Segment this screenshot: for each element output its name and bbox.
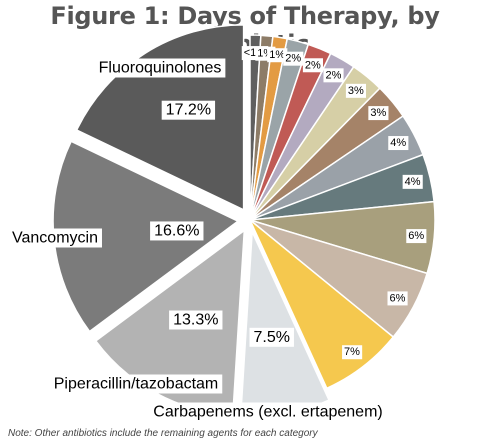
slice-value-label: 13.3% <box>169 310 223 330</box>
svg-text:3%: 3% <box>348 85 364 97</box>
slice-value-label: 16.6% <box>150 221 204 241</box>
slice-value-label: 6% <box>406 229 427 244</box>
slice-value-label: 2% <box>283 51 304 66</box>
slice-value-label: 4% <box>388 136 409 151</box>
svg-text:6%: 6% <box>389 292 405 304</box>
slice-name-label: Carbapenems (excl. ertapenem) <box>149 402 387 422</box>
svg-text:13.3%: 13.3% <box>173 311 218 328</box>
svg-text:16.6%: 16.6% <box>154 222 199 239</box>
svg-text:7%: 7% <box>344 346 360 358</box>
svg-text:17.2%: 17.2% <box>166 102 211 119</box>
slice-name-label: Fluoroquinolones <box>94 58 226 78</box>
svg-text:2%: 2% <box>305 59 321 71</box>
slice-value-label: 3% <box>368 106 389 121</box>
svg-text:Carbapenems (excl. ertapenem): Carbapenems (excl. ertapenem) <box>153 404 382 421</box>
svg-text:Piperacillin/tazobactam: Piperacillin/tazobactam <box>54 376 219 393</box>
slice-value-label: 7.5% <box>249 327 294 347</box>
svg-text:6%: 6% <box>408 230 424 242</box>
slice-value-label: 6% <box>387 291 408 306</box>
svg-text:3%: 3% <box>370 107 386 119</box>
slice-value-label: 2% <box>302 58 323 73</box>
slice-value-label: 4% <box>402 174 423 189</box>
slice-value-label: 1% <box>267 48 288 63</box>
svg-text:2%: 2% <box>325 69 341 81</box>
svg-text:4%: 4% <box>390 137 406 149</box>
svg-text:4%: 4% <box>405 176 421 188</box>
slice-value-label: 17.2% <box>161 100 216 120</box>
slice-name-label: Vancomycin <box>8 228 102 248</box>
chart-note: Note: Other antibiotics include the rema… <box>8 428 318 439</box>
slice-value-label: 2% <box>323 68 344 83</box>
svg-text:Vancomycin: Vancomycin <box>12 230 98 247</box>
svg-text:Fluoroquinolones: Fluoroquinolones <box>99 60 222 77</box>
slice-value-label: 7% <box>342 345 363 360</box>
slice-value-label: 3% <box>345 83 367 98</box>
slice-name-label: Piperacillin/tazobactam <box>49 374 223 394</box>
svg-text:2%: 2% <box>285 53 301 65</box>
svg-text:1%: 1% <box>269 49 285 61</box>
svg-text:7.5%: 7.5% <box>253 329 289 346</box>
